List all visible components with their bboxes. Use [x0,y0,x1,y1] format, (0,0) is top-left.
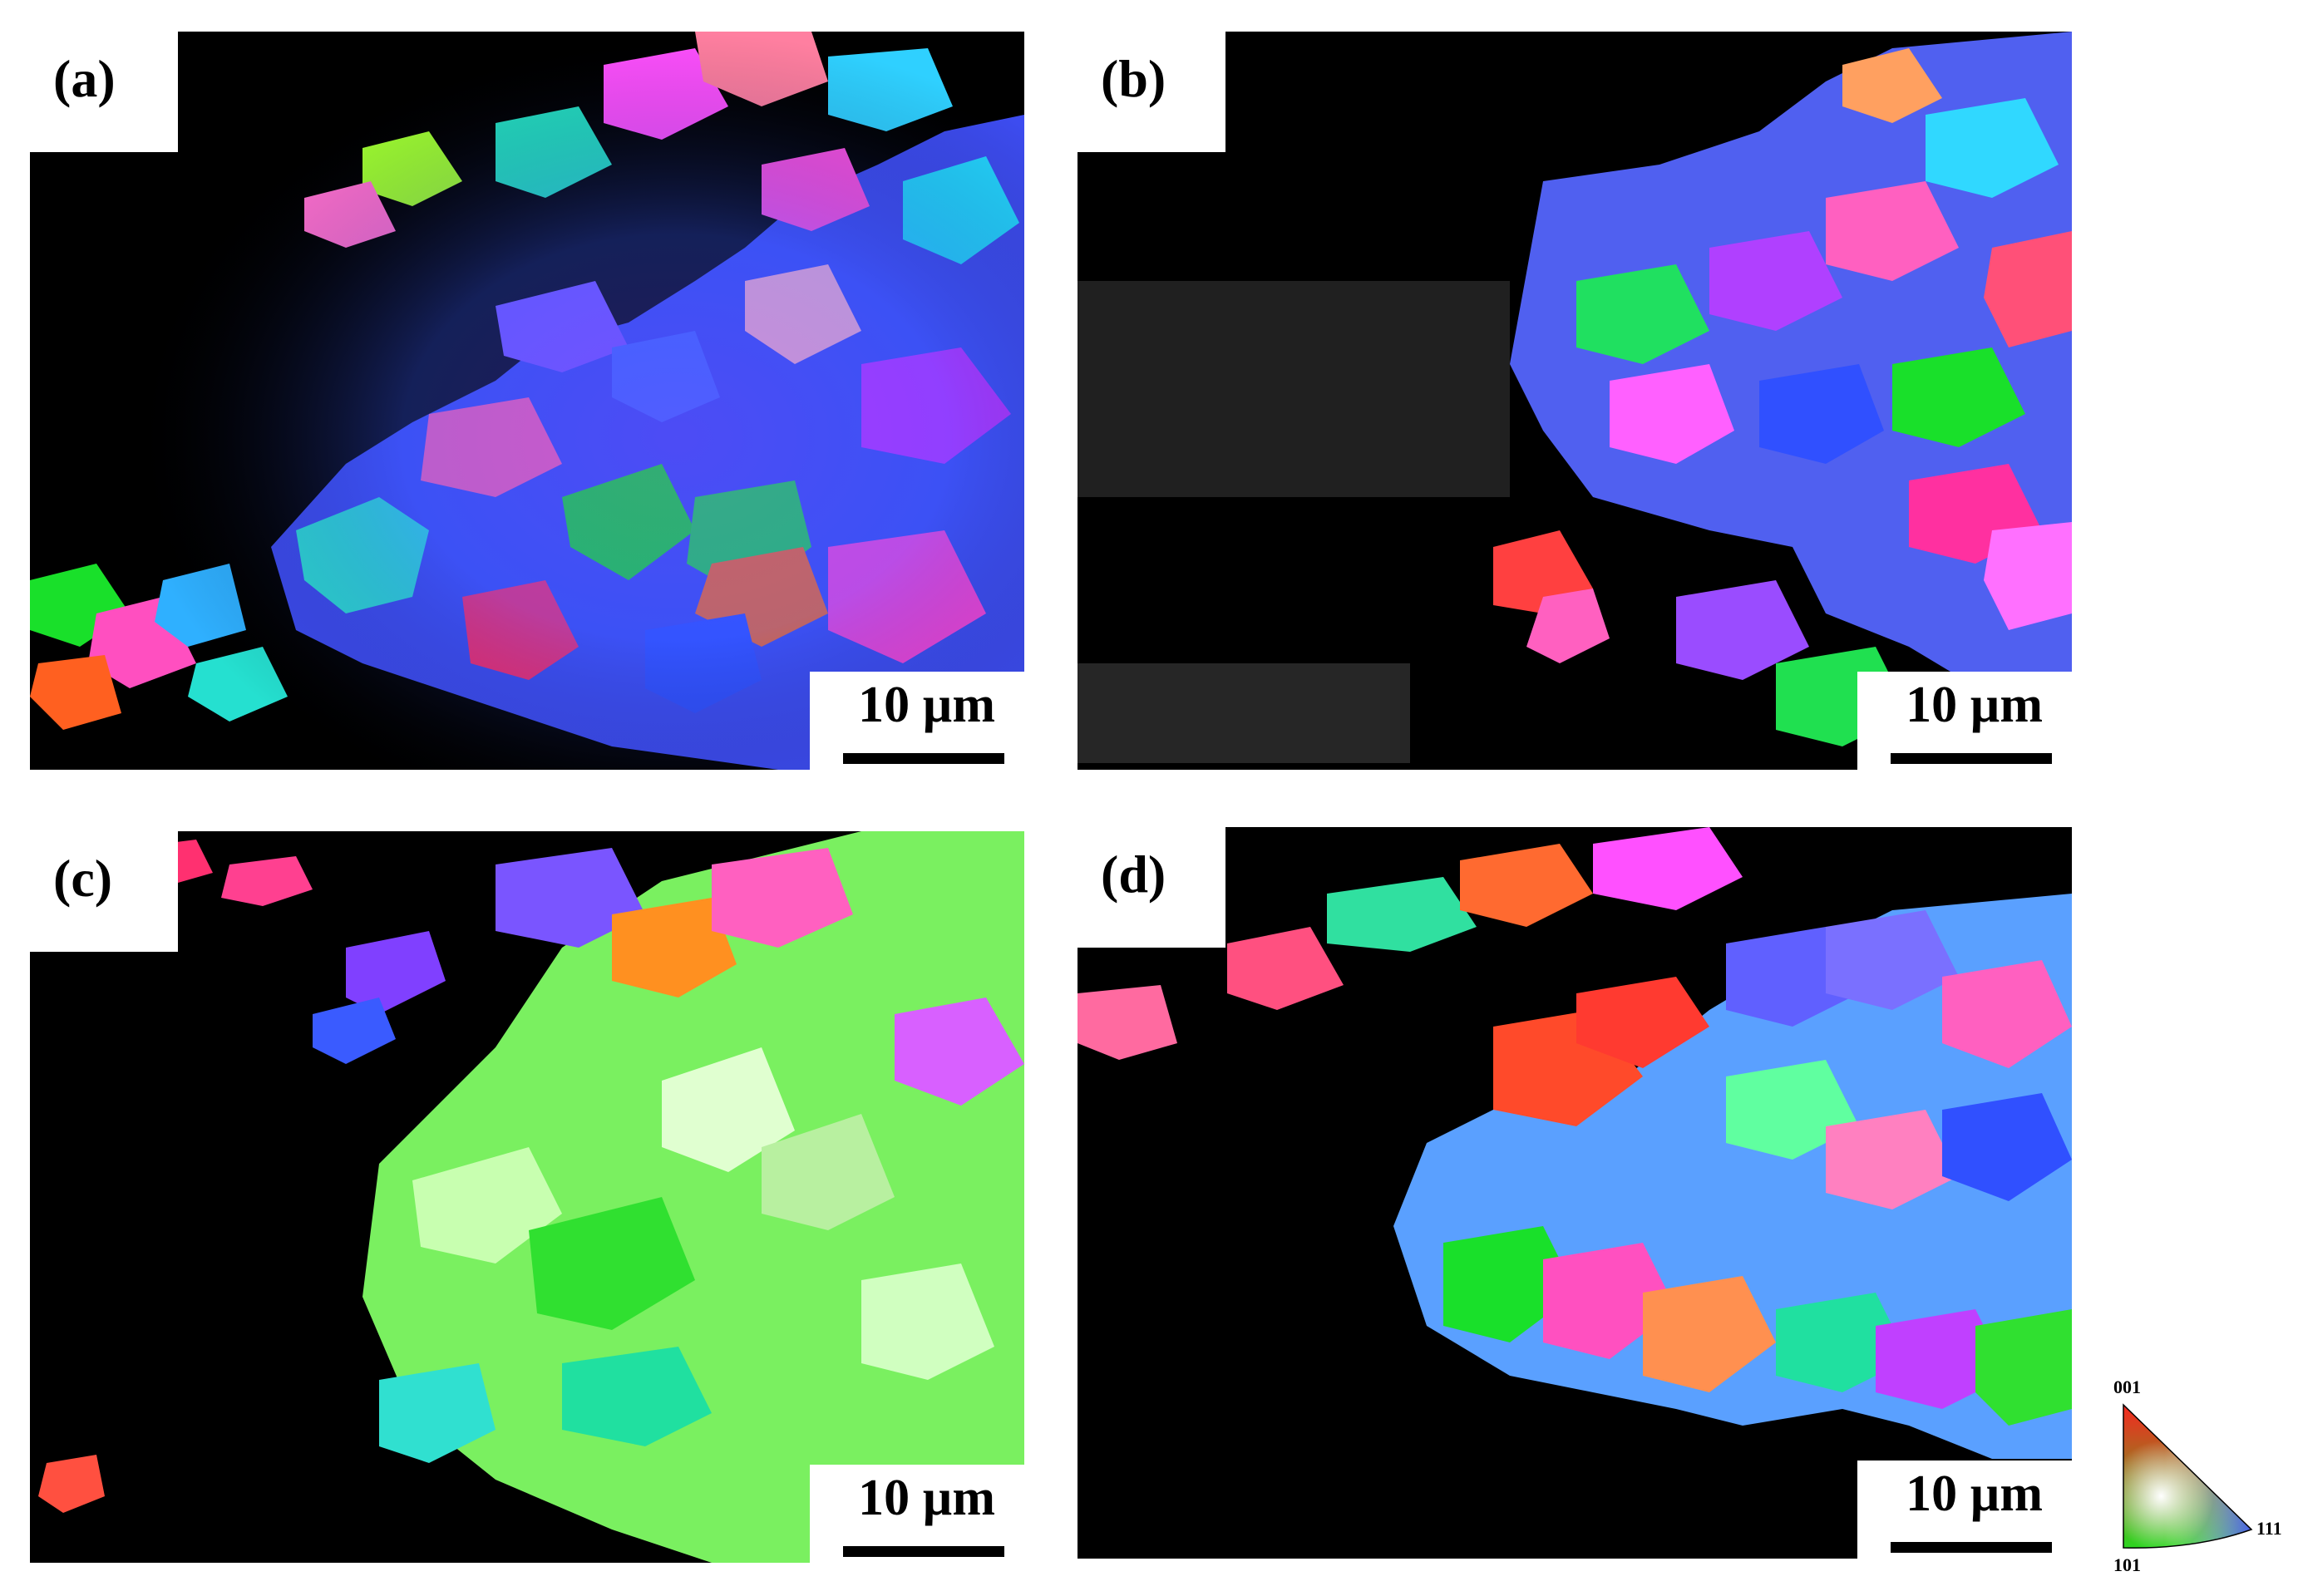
panel-label-box: (c) [30,831,178,952]
ipf-map-a [30,32,1024,770]
ipf-map-c [38,831,1024,1563]
scale-box-d: 10 µm [1857,1461,2072,1559]
panel-label-d: (d) [1101,845,1166,904]
scale-text-a: 10 µm [858,677,995,733]
scale-bar-a [843,753,1004,764]
ipf-map-b [1077,32,2072,763]
scale-bar-d [1891,1542,2052,1553]
ipf-color-key-legend: 001 101 111 [2112,1373,2298,1596]
scale-bar-c [843,1546,1004,1557]
legend-label-001: 001 [2113,1377,2141,1397]
ebsd-map-a: (a) 10 µm [30,32,1024,770]
panel-label-c: (c) [53,849,113,908]
scale-box-a: 10 µm [810,672,1024,770]
ipf-map-d [1077,827,2072,1459]
ebsd-map-c: (c) 10 µm [30,831,1024,1563]
scale-box-b: 10 µm [1857,672,2072,770]
legend-label-111: 111 [2256,1518,2282,1539]
panel-label-box: (d) [1077,827,1225,948]
panel-label-box: (a) [30,32,178,152]
ebsd-map-b: (b) 10 µm [1077,32,2072,770]
scale-box-c: 10 µm [810,1465,1024,1563]
scale-text-c: 10 µm [858,1470,995,1526]
panel-label-a: (a) [53,49,116,108]
scale-text-d: 10 µm [1906,1465,2043,1522]
ebsd-map-d: (d) 10 µm [1077,827,2072,1559]
scale-bar-b [1891,753,2052,764]
panel-label-b: (b) [1101,49,1166,108]
panel-label-box: (b) [1077,32,1225,152]
ipf-triangle-icon [2123,1403,2253,1549]
legend-label-101: 101 [2113,1554,2141,1575]
scale-text-b: 10 µm [1906,677,2043,733]
